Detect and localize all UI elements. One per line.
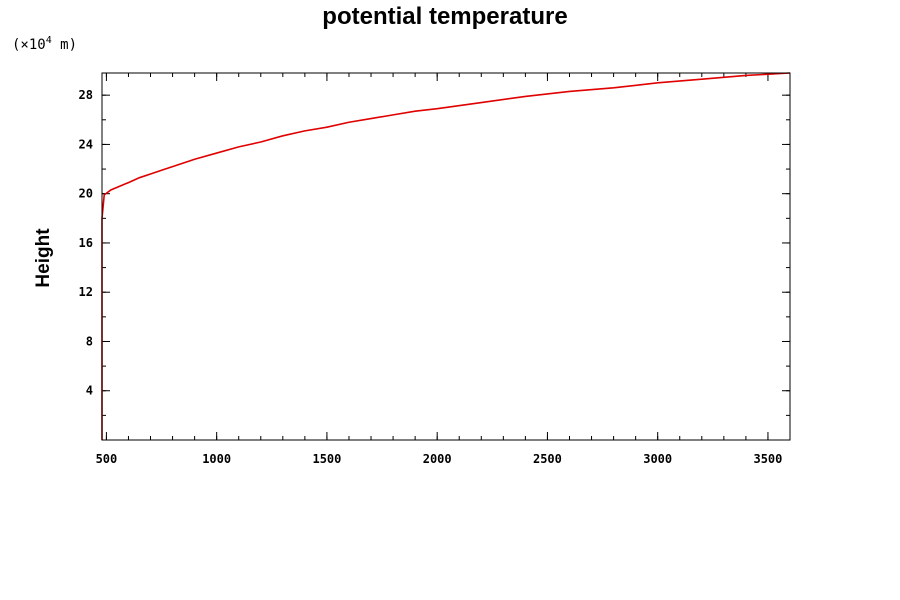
plot-frame bbox=[101, 72, 791, 441]
y-tick-label: 16 bbox=[79, 236, 93, 250]
y-unit-suffix: m) bbox=[52, 37, 77, 53]
y-tick-label: 12 bbox=[79, 285, 93, 299]
y-axis-unit: (×104 m) bbox=[12, 35, 77, 53]
chart-title: potential temperature bbox=[322, 3, 567, 30]
data-series bbox=[101, 72, 791, 440]
series-line bbox=[101, 72, 791, 440]
x-tick-label: 500 bbox=[96, 452, 118, 466]
y-tick-label: 4 bbox=[86, 384, 93, 398]
y-tick-label: 20 bbox=[79, 187, 93, 201]
x-tick-label: 2500 bbox=[533, 452, 562, 466]
y-tick-label: 24 bbox=[79, 137, 93, 151]
y-unit-prefix: (×10 bbox=[12, 37, 46, 53]
axis-tick-labels: 500 1000 1500 2000 2500 3000 3500 4 8 12 16 20 24 28 bbox=[79, 88, 783, 466]
y-tick-label: 28 bbox=[79, 88, 93, 102]
y-unit-exponent: 4 bbox=[46, 35, 52, 46]
y-tick-label: 8 bbox=[86, 334, 93, 348]
x-tick-label: 2000 bbox=[423, 452, 452, 466]
x-tick-label: 3000 bbox=[643, 452, 672, 466]
axis-ticks bbox=[102, 73, 791, 440]
x-tick-label: 1000 bbox=[202, 452, 231, 466]
x-tick-label: 1500 bbox=[312, 452, 341, 466]
y-axis-label: Height bbox=[33, 228, 54, 288]
x-tick-label: 3500 bbox=[753, 452, 782, 466]
